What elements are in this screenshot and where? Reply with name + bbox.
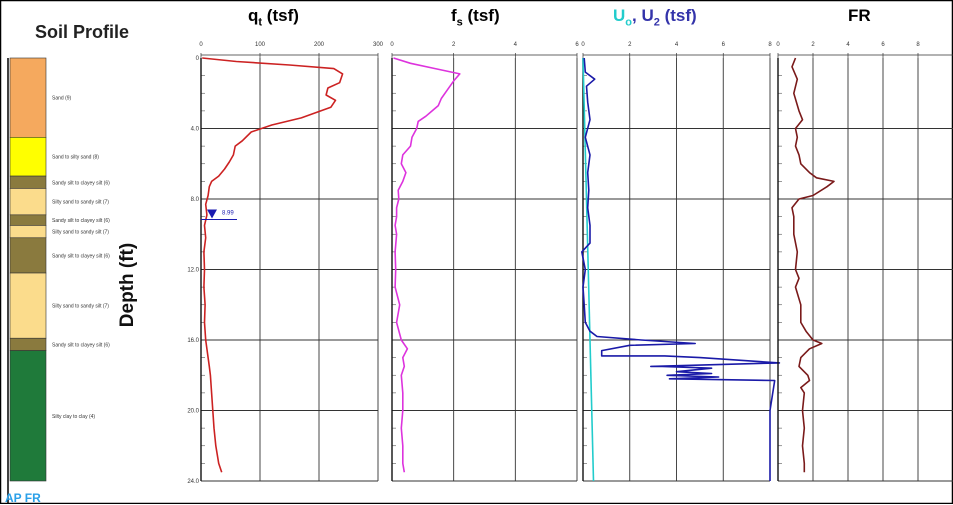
fs-panel-title: fs (tsf) <box>451 6 500 28</box>
fs-series-0 <box>393 57 461 473</box>
u-series-1 <box>580 57 781 481</box>
corner-label: AP FR <box>5 491 41 505</box>
u-title-main: U <box>613 6 626 25</box>
u-title-sub: o <box>625 16 633 29</box>
soil-layer-label-0: Sand (9) <box>52 96 72 102</box>
u-x-tick-label: 2 <box>628 42 632 48</box>
fr-x-tick-label: 6 <box>881 42 885 48</box>
depth-tick-label: 0 <box>196 56 200 62</box>
fs-x-tick-label: 0 <box>390 42 394 48</box>
soil-layer-8 <box>9 337 47 351</box>
fr-series-0 <box>791 57 835 473</box>
soil-layer-label-6: Sandy silt to clayey silt (6) <box>52 253 110 259</box>
water-table-marker <box>207 209 217 219</box>
u-title-sub2: 2 <box>653 16 660 29</box>
soil-layer-6 <box>9 237 47 274</box>
soil-layer-label-7: Silty sand to sandy silt (7) <box>52 304 109 310</box>
u-x-tick-label: 6 <box>722 42 726 48</box>
fr-x-tick-label: 8 <box>916 42 920 48</box>
fs-panel: 0 2 4 6 <box>390 42 579 482</box>
depth-axis-label: Depth (ft) <box>117 242 138 328</box>
u-title-mid: , U <box>632 6 654 25</box>
qt-x-tick-label: 300 <box>373 42 384 48</box>
soil-layer-7 <box>9 272 47 339</box>
u-panel-title: Uo, U2 (tsf) <box>613 6 697 28</box>
qt-panel: 0 100 200 300 0 4.0 8.0 12.0 16.0 20.0 24.0 8.99 <box>187 42 383 485</box>
soil-profile-title: Soil Profile <box>35 22 130 42</box>
soil-layer-3 <box>9 188 47 216</box>
qt-title-sub: t <box>258 16 263 29</box>
fr-x-tick-label: 2 <box>811 42 815 48</box>
depth-tick-label: 16.0 <box>187 338 199 344</box>
fs-title-main: f <box>451 6 457 25</box>
u-x-tick-label: 8 <box>768 42 772 48</box>
u-x-tick-label: 0 <box>581 42 585 48</box>
qt-panel-title: qt (tsf) <box>248 6 299 28</box>
soil-layer-label-4: Sandy silt to clayey silt (6) <box>52 218 110 224</box>
fr-x-tick-label: 0 <box>776 42 780 48</box>
qt-x-tick-label: 100 <box>255 42 266 48</box>
u-panel: 0 2 4 6 8 <box>580 42 781 482</box>
soil-layer-4 <box>9 214 47 226</box>
depth-tick-label: 4.0 <box>191 127 200 133</box>
soil-layer-label-5: Silty sand to sandy silt (7) <box>52 230 109 236</box>
depth-tick-label: 20.0 <box>187 409 199 415</box>
fs-x-tick-label: 6 <box>575 42 579 48</box>
depth-tick-label: 8.0 <box>191 197 200 203</box>
soil-layer-label-1: Sand to silty sand (8) <box>52 155 99 161</box>
soil-layer-2 <box>9 175 47 189</box>
fs-title-sub: s <box>456 16 463 29</box>
fr-panel: 0 2 4 6 8 <box>776 42 953 482</box>
soil-layer-label-2: Sandy silt to clayey silt (6) <box>52 180 110 186</box>
depth-tick-label: 12.0 <box>187 268 199 274</box>
qt-series-0 <box>202 57 344 473</box>
soil-layer-label-8: Sandy silt to clayey silt (6) <box>52 342 110 348</box>
fr-title-main: FR <box>848 6 871 25</box>
soil-layer-label-9: Silty clay to clay (4) <box>52 414 95 420</box>
qt-title-rest: (tsf) <box>262 6 299 25</box>
soil-layer-9 <box>9 350 47 482</box>
water-table-label: 8.99 <box>222 210 234 216</box>
u-title-rest: (tsf) <box>659 6 697 25</box>
soil-profile: Sand (9) Sand to silty sand (8) Sandy silt… <box>9 57 110 482</box>
fr-panel-title: FR <box>848 6 871 26</box>
qt-x-tick-label: 200 <box>314 42 325 48</box>
fs-title-rest: (tsf) <box>462 6 500 25</box>
soil-layer-label-3: Silty sand to sandy silt (7) <box>52 200 109 206</box>
qt-x-tick-label: 0 <box>199 42 203 48</box>
u-series-0 <box>582 57 595 482</box>
fs-x-tick-label: 2 <box>452 42 456 48</box>
depth-tick-label: 24.0 <box>187 479 199 485</box>
soil-layer-0 <box>9 57 47 138</box>
soil-layer-1 <box>9 137 47 177</box>
u-x-tick-label: 4 <box>675 42 679 48</box>
fs-x-tick-label: 4 <box>514 42 518 48</box>
soil-layer-5 <box>9 225 47 239</box>
fr-x-tick-label: 4 <box>846 42 850 48</box>
qt-title-main: q <box>248 6 259 25</box>
